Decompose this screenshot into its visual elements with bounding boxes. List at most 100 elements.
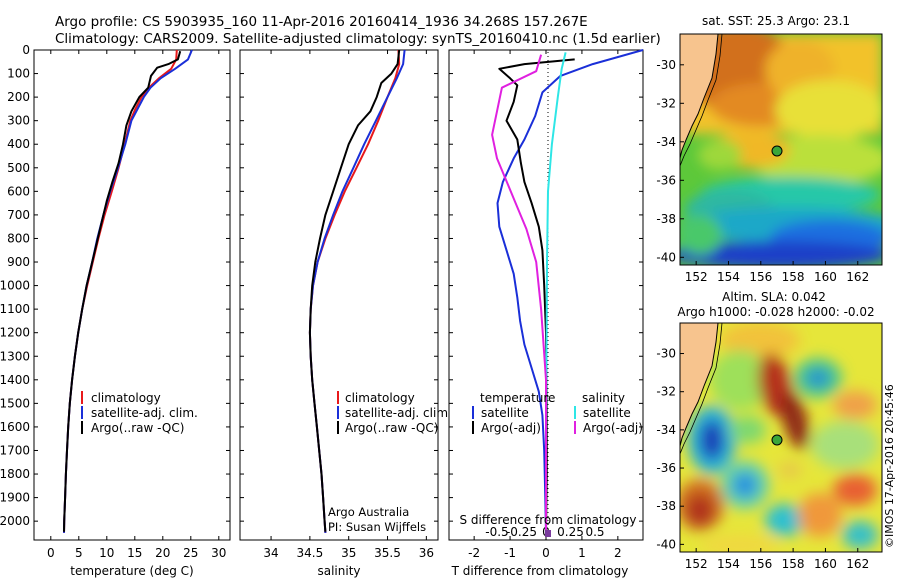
legend-label-climatology: climatology: [345, 391, 415, 405]
sst-map-ticks: 152 154 156 158 160 162 -30 -32 -34 -36 -38 -40: [656, 58, 869, 284]
legend-label-argo: Argo(..raw -QC): [345, 421, 438, 435]
y-tick-label: -36: [656, 461, 676, 475]
y-tick-label: -32: [656, 385, 676, 399]
y-tick-label: -40: [656, 537, 676, 551]
x-tick-label: 2: [614, 546, 622, 560]
x-tick-label: 0: [542, 546, 550, 560]
figure-title-line1: Argo profile: CS 5903935_160 11-Apr-2016…: [55, 14, 588, 30]
difference-bottom-marker: [545, 530, 551, 537]
difference-series: [491, 49, 644, 533]
argo-location-marker: [771, 434, 783, 446]
sla-map-frame: [679, 322, 883, 553]
x-tick-label: 152: [685, 270, 708, 284]
sla-heatmap: [680, 323, 882, 552]
y-tick-label: 1900: [0, 491, 30, 505]
x-tick-label: 152: [685, 557, 708, 571]
series-line: [491, 54, 547, 532]
x-tick-label: -1: [504, 546, 516, 560]
y-tick-label: 1000: [0, 279, 30, 293]
salinity-ticks: 34 34.5 35 35.5 36: [240, 49, 438, 560]
y-tick-label: 200: [7, 90, 30, 104]
difference-x2label: S difference from climatology: [460, 513, 637, 527]
x-tick-label: -2: [468, 546, 480, 560]
salinity-xlabel: salinity: [317, 564, 360, 578]
legend-title-temperature: temperature: [480, 391, 555, 405]
x-tick-label: 35: [341, 546, 356, 560]
temperature-axes-frame: [33, 49, 231, 541]
difference-xlabel: T difference from climatology: [451, 564, 629, 578]
series-line: [496, 49, 644, 533]
y-tick-label: -34: [656, 135, 676, 149]
land-mass: [680, 323, 719, 447]
salinity-axes-frame: [239, 49, 439, 541]
x-tick-label: 36: [419, 546, 434, 560]
x-tick-label: 158: [782, 270, 805, 284]
sst-heatmap: [680, 34, 882, 265]
salinity-series: [308, 49, 406, 533]
y-tick-label: 300: [7, 114, 30, 128]
salinity-annotation-line2: PI: Susan Wijffels: [328, 520, 426, 534]
x-tick-label: 30: [211, 546, 226, 560]
temperature-series: [63, 49, 193, 533]
legend-label-s-satellite: satellite: [583, 406, 631, 420]
x-tick-label: 25: [183, 546, 198, 560]
x-tick-label: 160: [814, 557, 837, 571]
legend-label-satellite: satellite-adj. clim.: [345, 406, 452, 420]
legend-label-t-satellite: satellite: [481, 406, 529, 420]
y-tick-label: 800: [7, 231, 30, 245]
y-tick-label: -38: [656, 212, 676, 226]
y-tick-label: 2000: [0, 514, 30, 528]
legend-label-s-argo: Argo(-adj): [583, 421, 643, 435]
y-tick-label: -36: [656, 173, 676, 187]
x-tick-label: 160: [814, 270, 837, 284]
x-tick-label: 156: [749, 557, 772, 571]
x-tick-label: 34: [263, 546, 278, 560]
y-tick-label: 1200: [0, 326, 30, 340]
y-tick-label: 600: [7, 184, 30, 198]
temperature-legend: climatology satellite-adj. clim. Argo(..…: [81, 391, 198, 435]
sla-map-ticks: 152 154 156 158 160 162 -30 -32 -34 -36 -38 -40: [656, 347, 869, 571]
x-tick-label: 0: [47, 546, 55, 560]
figure-title-line2: Climatology: CARS2009. Satellite-adjuste…: [55, 31, 661, 47]
y-tick-label: 1300: [0, 349, 30, 363]
y-tick-label: 1400: [0, 373, 30, 387]
y-tick-label: 500: [7, 161, 30, 175]
legend-label-climatology: climatology: [91, 391, 161, 405]
legend-label-satellite: satellite-adj. clim.: [91, 406, 198, 420]
x-tick-label: 20: [155, 546, 170, 560]
y-tick-label: 700: [7, 208, 30, 222]
shelf-contour: [680, 323, 723, 455]
x-tick-label: 156: [749, 270, 772, 284]
y-tick-label: 1100: [0, 302, 30, 316]
shelf-contour: [680, 34, 723, 167]
x-tick-label: 154: [717, 557, 740, 571]
x-tick-label: 35.5: [374, 546, 401, 560]
x-tick-label: 162: [846, 270, 869, 284]
sla-map-title: Altim. SLA: 0.042: [722, 290, 826, 304]
x-tick-label: 154: [717, 270, 740, 284]
y-tick-label: 1700: [0, 443, 30, 457]
x-tick-label: 158: [782, 557, 805, 571]
temperature-panel: 0 5 10 15 20 25 300100200300400500600700800900…: [0, 43, 231, 578]
series-line: [63, 50, 182, 532]
legend-title-salinity: salinity: [582, 391, 625, 405]
legend-label-t-argo: Argo(-adj): [481, 421, 541, 435]
salinity-annotation-line1: Argo Australia: [328, 505, 409, 519]
sst-map-panel: sat. SST: 25.3 Argo: 23.1: [656, 14, 883, 284]
series-line: [308, 49, 401, 532]
sst-map-frame: [679, 33, 883, 266]
x2-tick-label: 0.5: [585, 525, 604, 539]
argo-location-marker: [771, 145, 783, 157]
x-tick-label: 15: [127, 546, 142, 560]
sst-map-title: sat. SST: 25.3 Argo: 23.1: [702, 14, 850, 28]
x2-tick-label: -0.5: [485, 525, 508, 539]
y-tick-label: -38: [656, 499, 676, 513]
x-tick-label: 5: [75, 546, 83, 560]
x-tick-label: 162: [846, 557, 869, 571]
temperature-ticks: 0 5 10 15 20 25 300100200300400500600700800900…: [0, 43, 230, 560]
x2-tick-label: -0.25: [506, 525, 537, 539]
y-tick-label: 1800: [0, 467, 30, 481]
y-tick-label: -34: [656, 423, 676, 437]
